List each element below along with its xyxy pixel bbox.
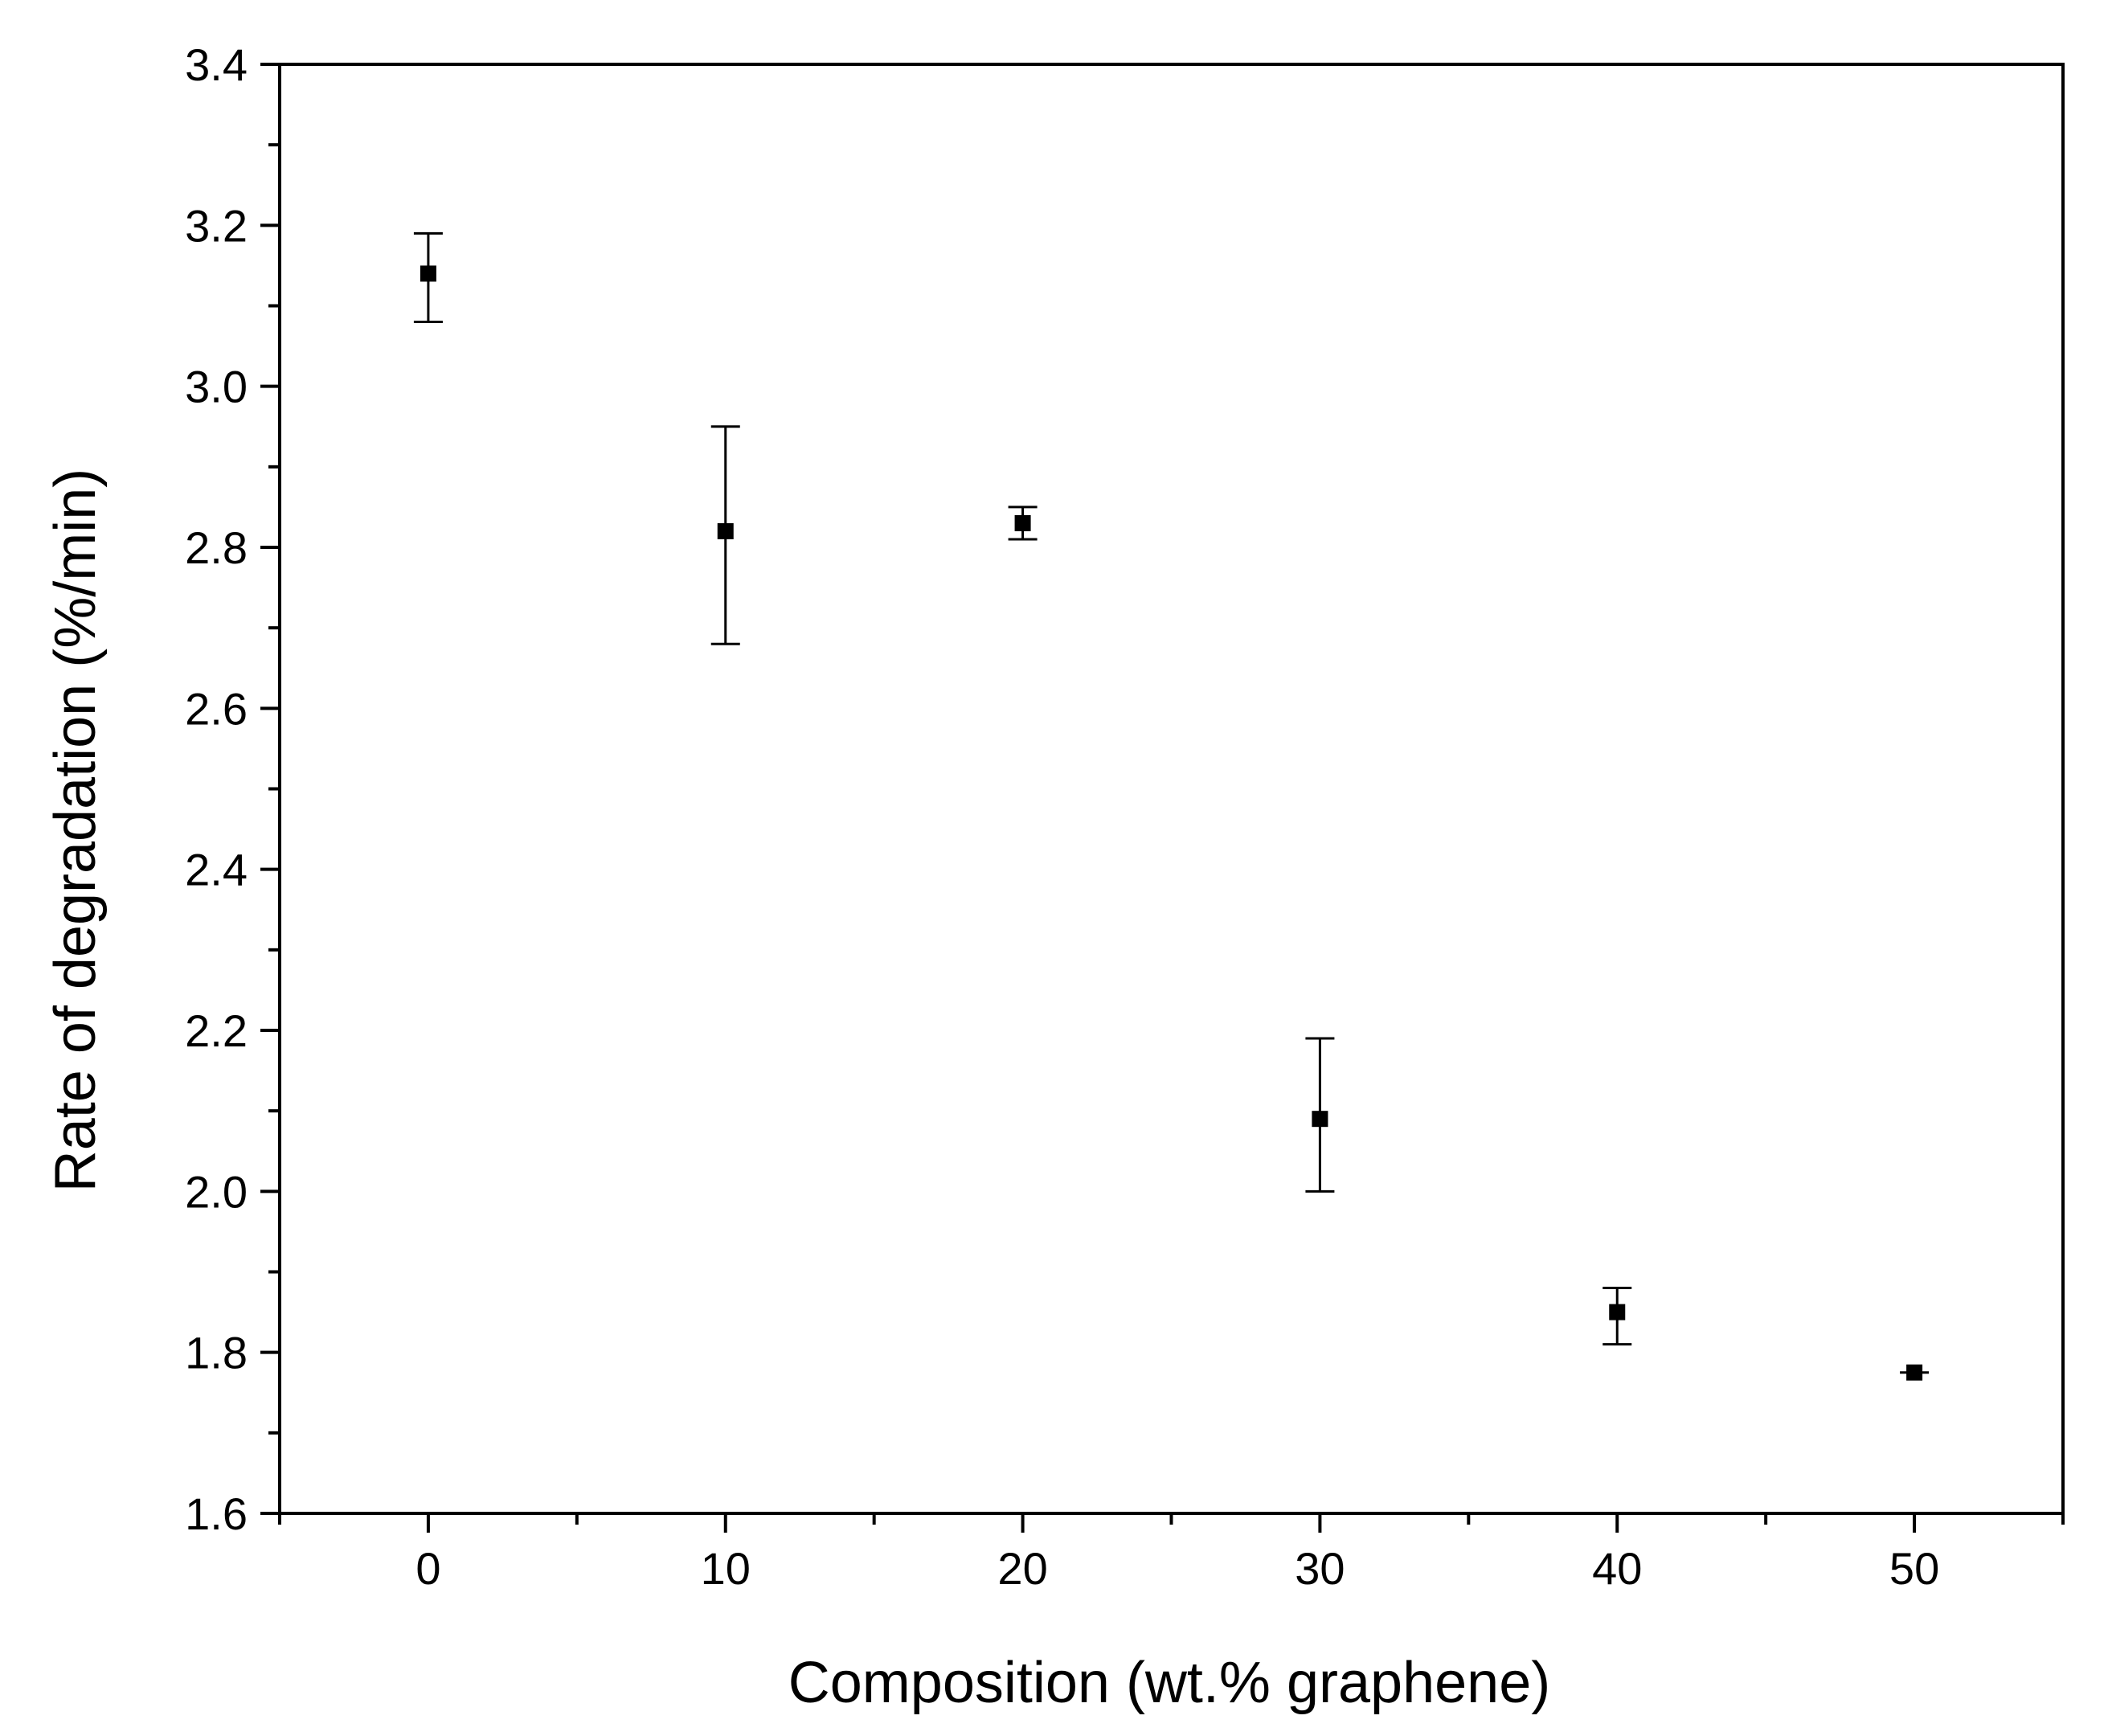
data-point-square: [1609, 1304, 1626, 1320]
x-tick-label: 50: [1889, 1543, 1939, 1594]
y-tick-label: 2.8: [185, 522, 248, 573]
x-tick-label: 0: [415, 1543, 440, 1594]
y-axis-label: Rate of degradation (%/min): [43, 469, 108, 1192]
data-point-square: [1014, 514, 1031, 531]
y-tick-label: 2.2: [185, 1005, 248, 1056]
data-point-square: [420, 265, 436, 282]
y-axis-tick-labels: 1.6 1.8 2.0 2.2 2.4 2.6 2.8 3.0 3.2 3.4: [185, 39, 248, 1539]
data-point-square: [1906, 1364, 1923, 1381]
x-axis-label: Composition (wt.% graphene): [788, 1651, 1550, 1715]
x-tick-label: 20: [997, 1543, 1047, 1594]
x-axis-tick-labels: 0 10 20 30 40 50: [415, 1543, 1939, 1594]
data-point-square: [717, 522, 734, 539]
x-tick-label: 40: [1592, 1543, 1642, 1594]
y-tick-label: 2.0: [185, 1166, 248, 1217]
x-tick-label: 30: [1295, 1543, 1345, 1594]
x-tick-label: 10: [701, 1543, 751, 1594]
y-tick-label: 3.4: [185, 39, 248, 90]
y-tick-label: 1.8: [185, 1328, 248, 1378]
data-point-square: [1312, 1111, 1328, 1128]
y-tick-label: 1.6: [185, 1488, 248, 1539]
y-tick-label: 2.6: [185, 683, 248, 734]
y-tick-label: 3.2: [185, 200, 248, 251]
y-tick-label: 3.0: [185, 362, 248, 412]
y-tick-label: 2.4: [185, 845, 248, 895]
y-axis-ticks: [260, 63, 280, 1515]
data-points: [420, 265, 1923, 1381]
x-axis-ticks: [278, 1513, 2065, 1533]
